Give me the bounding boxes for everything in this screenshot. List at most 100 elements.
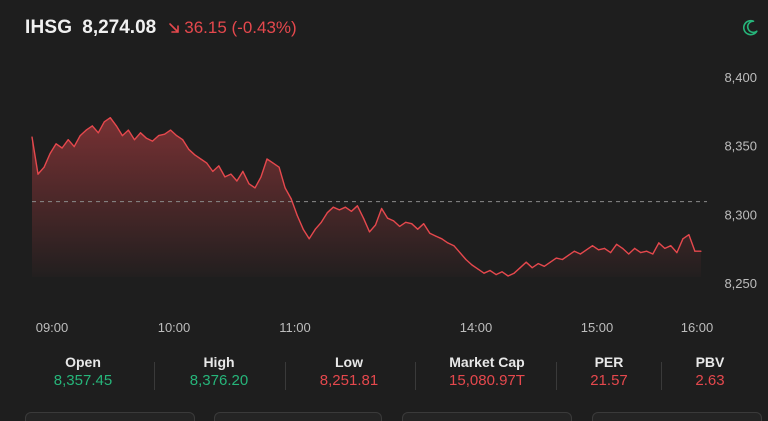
data-point-10 <box>91 125 93 127</box>
y-tick-label: 8,300 <box>724 207 757 222</box>
data-point-16 <box>127 129 129 131</box>
data-point-91 <box>579 253 582 255</box>
data-point-37 <box>254 187 256 189</box>
stat-label: Open <box>65 354 101 370</box>
data-point-101 <box>640 252 642 254</box>
stat-high: High 8,376.20 <box>164 352 274 390</box>
data-point-20 <box>151 140 154 142</box>
data-point-90 <box>573 250 576 252</box>
price-points <box>31 117 702 277</box>
divider <box>556 362 557 390</box>
data-point-39 <box>266 158 268 160</box>
data-point-68 <box>441 238 443 240</box>
data-point-11 <box>97 132 99 134</box>
stat-value: 8,376.20 <box>189 372 249 389</box>
price-area <box>32 117 701 277</box>
data-point-24 <box>176 135 178 137</box>
data-point-99 <box>628 253 630 255</box>
data-point-89 <box>567 254 570 256</box>
y-tick-label: 8,350 <box>724 139 757 154</box>
data-point-71 <box>459 252 461 254</box>
data-point-83 <box>531 267 533 269</box>
data-point-78 <box>501 271 503 273</box>
data-point-85 <box>543 265 545 267</box>
moon-icon[interactable] <box>740 18 760 38</box>
data-point-93 <box>591 245 594 247</box>
data-point-96 <box>610 252 612 254</box>
data-point-43 <box>290 198 292 200</box>
divider <box>661 362 662 390</box>
y-axis: 8,250 8,300 8,350 8,400 <box>724 70 757 291</box>
data-point-46 <box>308 238 310 240</box>
data-point-9 <box>85 129 87 131</box>
price-line <box>31 117 701 277</box>
divider <box>154 362 155 390</box>
data-point-72 <box>465 258 467 261</box>
data-point-29 <box>206 162 208 164</box>
data-point-28 <box>200 158 202 160</box>
stat-label: High <box>203 354 235 370</box>
data-point-69 <box>447 242 449 244</box>
ticker-symbol: IHSG <box>25 17 73 38</box>
stat-label: Market Cap <box>449 354 525 370</box>
y-tick-label: 8,250 <box>724 276 757 291</box>
data-point-47 <box>314 228 316 230</box>
data-point-73 <box>471 264 473 266</box>
data-point-50 <box>332 206 334 208</box>
data-point-111 <box>700 250 702 252</box>
data-point-110 <box>694 250 696 252</box>
x-tick-label: 11:00 <box>279 320 311 335</box>
x-tick-label: 09:00 <box>36 320 69 335</box>
x-tick-label: 15:00 <box>581 320 614 335</box>
divider <box>415 362 416 390</box>
data-point-1 <box>37 173 39 175</box>
data-point-33 <box>230 173 232 175</box>
data-point-30 <box>212 170 214 172</box>
data-point-63 <box>411 223 413 225</box>
data-point-108 <box>682 238 684 240</box>
data-point-94 <box>597 249 600 251</box>
data-point-56 <box>368 231 371 233</box>
data-point-65 <box>423 223 425 225</box>
data-point-87 <box>555 257 557 259</box>
data-point-45 <box>302 228 304 230</box>
info-card[interactable] <box>25 412 195 421</box>
data-point-88 <box>561 258 564 261</box>
data-point-18 <box>139 132 142 134</box>
data-point-97 <box>616 243 618 245</box>
data-point-79 <box>507 275 509 277</box>
data-point-40 <box>272 162 274 164</box>
data-point-70 <box>453 245 455 247</box>
stat-market-cap: Market Cap 15,080.97T <box>432 352 542 390</box>
stat-open: Open 8,357.45 <box>28 352 138 390</box>
data-point-64 <box>417 228 419 230</box>
stat-per: PER 21.57 <box>554 352 664 390</box>
x-tick-label: 14:00 <box>460 320 493 335</box>
data-point-31 <box>218 165 220 167</box>
data-point-61 <box>399 225 401 227</box>
data-point-2 <box>43 166 45 168</box>
info-card[interactable] <box>592 412 762 421</box>
data-point-75 <box>483 272 485 274</box>
info-card[interactable] <box>214 412 382 421</box>
stat-label: PBV <box>695 354 725 370</box>
intraday-chart[interactable]: 8,250 8,300 8,350 8,400 09:00 10:00 11:00 14:0… <box>0 0 768 345</box>
data-point-77 <box>495 274 497 276</box>
data-point-106 <box>670 245 672 247</box>
data-point-51 <box>338 209 340 211</box>
data-point-34 <box>236 180 238 182</box>
data-point-19 <box>145 137 148 139</box>
data-point-14 <box>115 125 117 127</box>
data-point-42 <box>284 187 286 189</box>
info-card[interactable] <box>402 412 572 421</box>
data-point-105 <box>664 247 666 249</box>
data-point-103 <box>652 253 654 255</box>
last-price: 8,274.08 <box>82 17 157 38</box>
data-point-6 <box>67 139 69 141</box>
data-point-5 <box>61 147 63 149</box>
data-point-13 <box>109 117 111 119</box>
data-point-82 <box>525 261 527 263</box>
data-point-0 <box>31 136 33 138</box>
data-point-60 <box>393 220 395 222</box>
data-point-38 <box>260 176 262 178</box>
